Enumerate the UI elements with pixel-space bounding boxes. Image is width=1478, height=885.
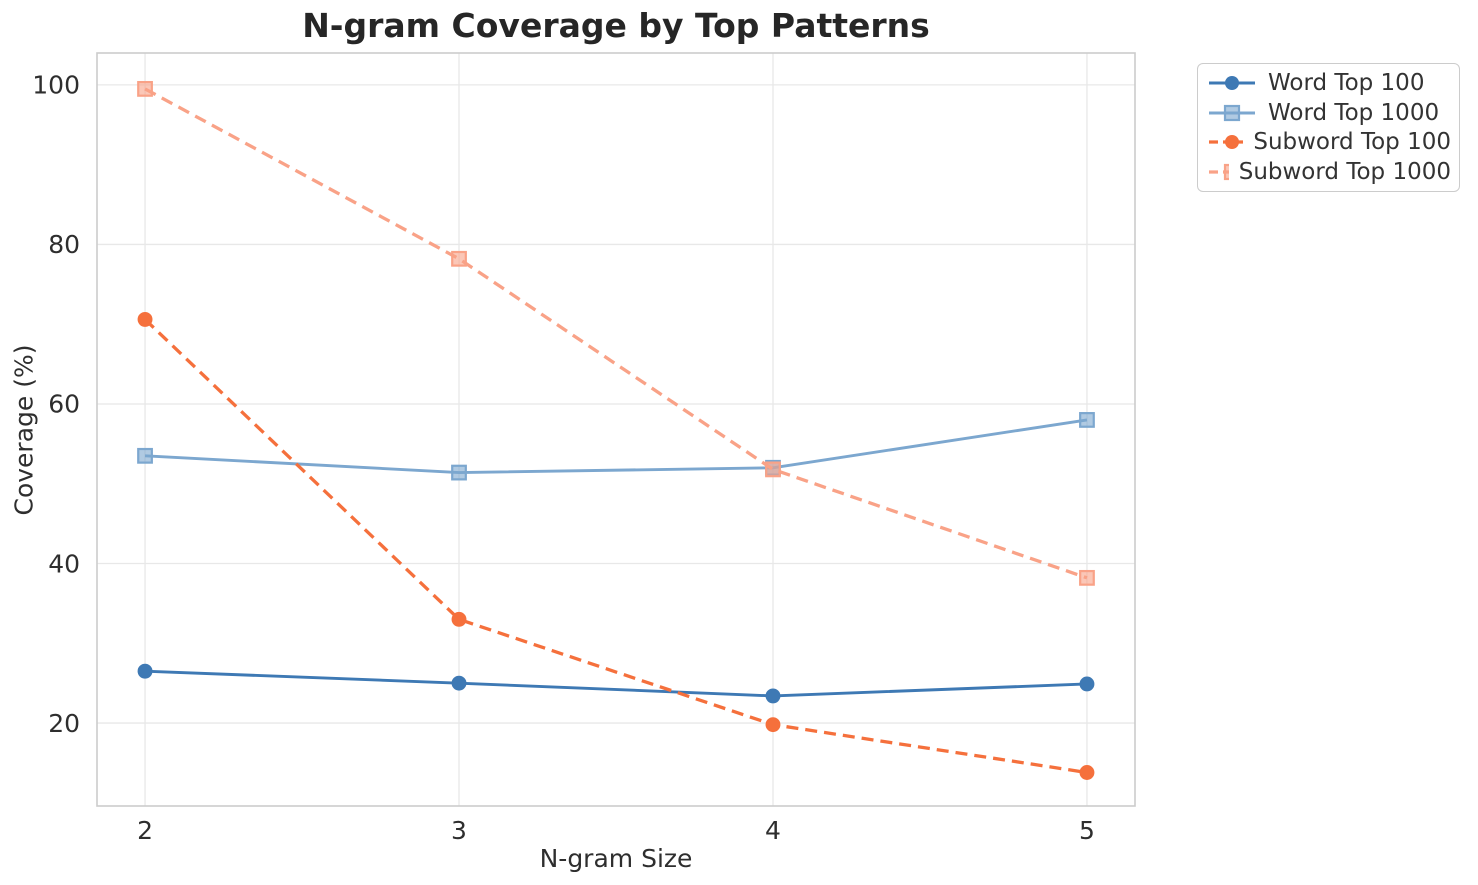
legend-marker-circle-word-top-100 xyxy=(1225,75,1239,90)
x-axis-label: N-gram Size xyxy=(539,844,693,873)
marker-square-subword-top-1000 xyxy=(765,461,781,478)
legend-item-word-top-100: Word Top 100 xyxy=(1206,70,1451,96)
legend-handle-subword-top-100 xyxy=(1209,135,1244,150)
x-tick-label: 5 xyxy=(1079,816,1095,845)
chart-title: N-gram Coverage by Top Patterns xyxy=(302,6,930,45)
series-line-subword-top-1000 xyxy=(144,87,1088,580)
marker-circle-word-top-100 xyxy=(765,688,781,704)
marker-circle-word-top-100 xyxy=(451,675,467,691)
legend-handle-subword-top-1000 xyxy=(1209,164,1229,181)
legend-marker-square-subword-top-1000 xyxy=(1223,164,1229,181)
legend-handle-word-top-100 xyxy=(1209,75,1255,90)
series-line-subword-top-100 xyxy=(143,318,1088,775)
y-tick-label: 40 xyxy=(48,549,80,578)
legend-marker-circle-subword-top-100 xyxy=(1225,135,1239,150)
marker-square-subword-top-1000 xyxy=(1079,569,1095,586)
series-line-word-top-1000 xyxy=(144,418,1088,475)
marker-circle-subword-top-100 xyxy=(1079,765,1095,780)
marker-circle-subword-top-100 xyxy=(451,611,467,627)
legend-item-word-top-1000: Word Top 1000 xyxy=(1206,100,1451,126)
marker-square-word-top-1000 xyxy=(137,447,153,464)
legend-label-subword-top-1000: Subword Top 1000 xyxy=(1238,159,1451,186)
y-tick-label: 100 xyxy=(32,71,80,100)
x-tick-label: 2 xyxy=(137,816,153,845)
marker-square-word-top-1000 xyxy=(451,464,467,481)
marker-square-word-top-1000 xyxy=(1079,412,1095,428)
legend-label-word-top-1000: Word Top 1000 xyxy=(1268,99,1440,126)
marker-circle-word-top-100 xyxy=(137,663,153,679)
marker-square-subword-top-1000 xyxy=(137,80,153,97)
x-tick-label: 3 xyxy=(451,816,467,845)
marker-circle-subword-top-100 xyxy=(137,311,153,327)
axes-spines xyxy=(96,52,1136,807)
legend-label-word-top-100: Word Top 100 xyxy=(1268,69,1425,96)
legend-handle-word-top-1000 xyxy=(1209,104,1255,121)
series-line-word-top-100 xyxy=(144,669,1088,698)
y-tick-label: 60 xyxy=(48,390,80,419)
legend-item-subword-top-1000: Subword Top 1000 xyxy=(1206,159,1451,185)
marker-circle-subword-top-100 xyxy=(765,717,781,733)
marker-circle-word-top-100 xyxy=(1079,676,1095,692)
y-axis-label: Coverage (%) xyxy=(9,344,39,516)
marker-square-subword-top-1000 xyxy=(451,250,467,267)
legend: Word Top 100 Word Top 1000 Subword Top 100… xyxy=(1197,63,1460,192)
legend-marker-square-word-top-1000 xyxy=(1223,104,1241,121)
x-tick-label: 4 xyxy=(765,816,781,845)
y-tick-label: 20 xyxy=(48,709,80,738)
legend-label-subword-top-100: Subword Top 100 xyxy=(1253,129,1451,156)
legend-item-subword-top-100: Subword Top 100 xyxy=(1206,129,1451,155)
y-tick-label: 80 xyxy=(48,230,80,259)
